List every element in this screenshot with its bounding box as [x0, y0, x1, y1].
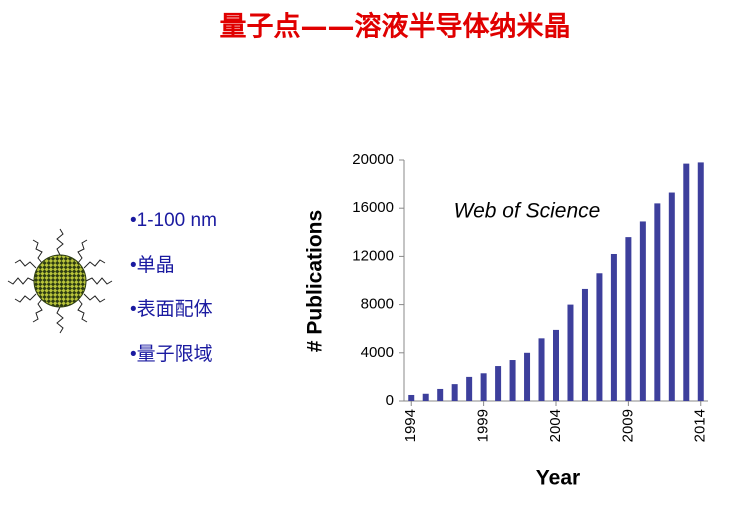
y-axis-label: # Publications [304, 210, 327, 352]
bar [668, 192, 675, 401]
bar [581, 288, 588, 401]
y-tick-label: 12000 [352, 247, 394, 264]
bar [495, 366, 502, 401]
y-tick-label: 4000 [361, 344, 394, 361]
bar [466, 376, 473, 401]
y-tick-label: 0 [386, 392, 394, 409]
bar [553, 329, 559, 401]
bar [625, 237, 632, 401]
bar [610, 253, 617, 401]
x-tick-label: 1999 [475, 409, 492, 442]
y-tick-label: 8000 [361, 296, 394, 313]
quantum-dot-icon [7, 228, 113, 334]
y-tick-label: 20000 [352, 151, 394, 168]
bar [437, 388, 444, 401]
x-tick-label: 2009 [619, 409, 636, 442]
bar [480, 373, 487, 401]
bullet: •单晶 [130, 254, 175, 276]
bar [538, 338, 545, 401]
bar [422, 393, 429, 401]
bar [408, 394, 415, 401]
bullet: •1-100 nm [130, 210, 217, 231]
slide-title: 量子点——溶液半导体纳米晶 [220, 11, 571, 43]
bar [596, 273, 603, 401]
bar [697, 162, 704, 401]
x-tick-label: 1994 [402, 409, 419, 442]
y-tick-label: 16000 [352, 199, 394, 216]
bar [524, 352, 531, 401]
bar [509, 360, 516, 401]
x-tick-label: 2004 [547, 409, 564, 442]
x-axis-label: Year [536, 467, 580, 490]
bullet: •量子限域 [130, 343, 213, 365]
bar [567, 304, 574, 401]
bar [654, 203, 661, 401]
annotation: Web of Science [454, 200, 601, 223]
bar [451, 384, 458, 401]
bar [683, 163, 690, 401]
x-tick-label: 2014 [692, 409, 709, 442]
bullet: •表面配体 [130, 298, 213, 320]
bar [639, 221, 646, 401]
